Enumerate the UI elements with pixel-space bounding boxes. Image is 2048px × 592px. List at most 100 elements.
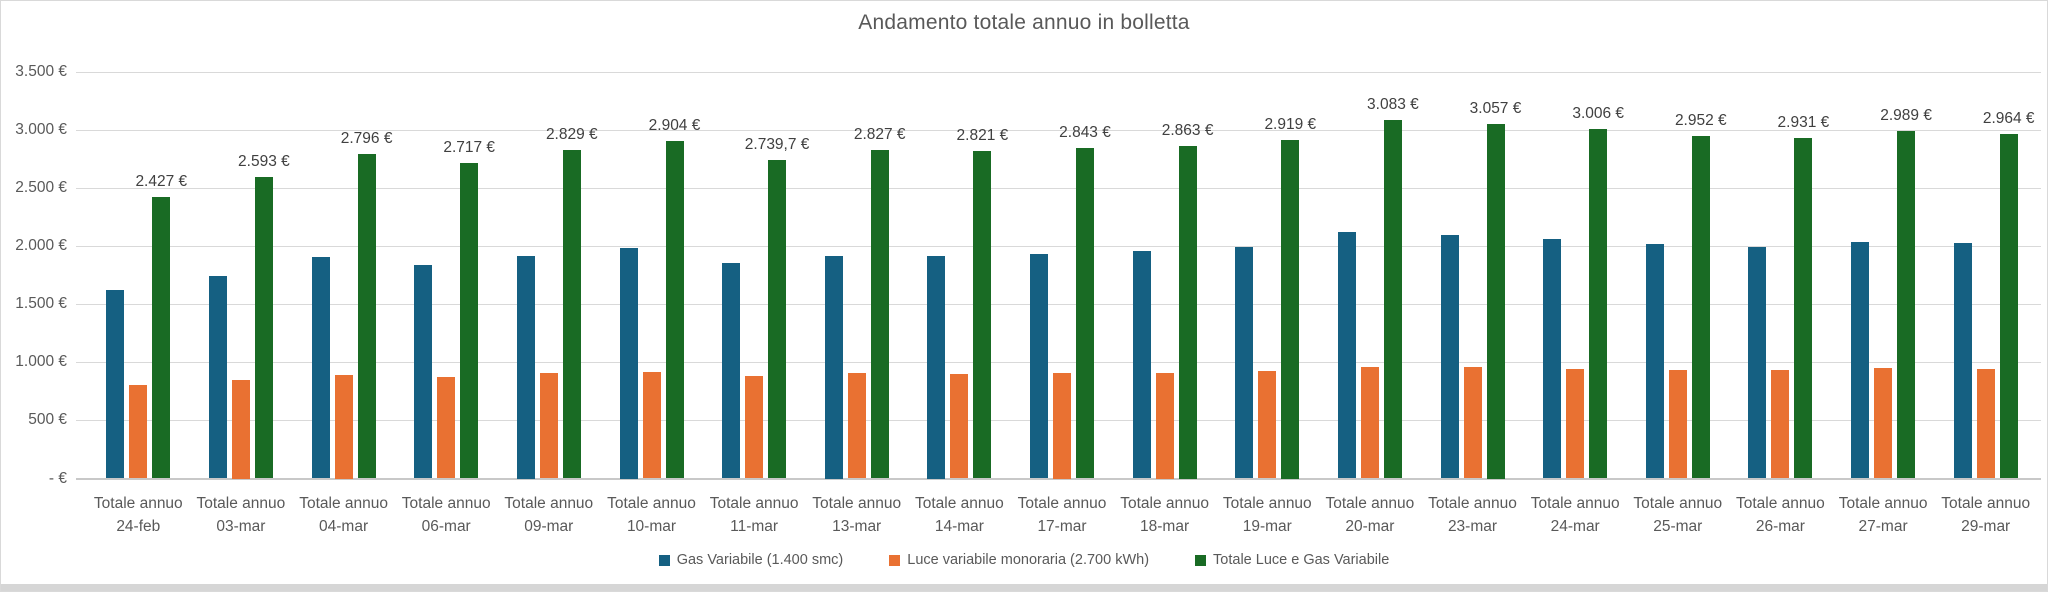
legend-label: Gas Variabile (1.400 smc)	[676, 552, 844, 568]
luce-variabile-monoraria-2-700-kwh-bar	[129, 384, 148, 479]
luce-variabile-monoraria-2-700-kwh-bar	[1053, 372, 1071, 479]
gas-variabile-1-400-smc-legend-swatch-icon	[658, 554, 670, 566]
luce-variabile-monoraria-2-700-kwh-bar	[950, 373, 969, 479]
x-axis-line	[76, 477, 2041, 480]
gas-variabile-1-400-smc-bar	[516, 255, 535, 479]
gas-variabile-1-400-smc-bar	[1030, 254, 1048, 479]
x-axis-tick-label: Totale annuo 09-mar	[494, 492, 604, 538]
totale-luce-e-gas-variabile-bar	[1897, 131, 1916, 479]
x-axis-tick-line1: Totale annuo	[607, 495, 696, 512]
chart-legend: Gas Variabile (1.400 smc) Luce variabile …	[1, 552, 2047, 568]
gas-variabile-1-400-smc-bar	[619, 248, 638, 479]
legend-item-luce-variabile-monoraria-2-700-kwh: Luce variabile monoraria (2.700 kWh)	[889, 552, 1149, 568]
x-axis-tick-line2: 26-mar	[1755, 518, 1805, 535]
gas-variabile-1-400-smc-bar	[414, 264, 433, 479]
gas-variabile-1-400-smc-bar	[106, 290, 125, 479]
x-axis-tick-line1: Totale annuo	[1120, 495, 1209, 512]
x-axis-tick-line1: Totale annuo	[1325, 495, 1415, 512]
x-axis-tick-label: Totale annuo 13-mar	[802, 492, 912, 538]
gas-variabile-1-400-smc-bar	[1953, 243, 1972, 479]
y-axis-tick-label: 2.500 €	[15, 179, 67, 197]
x-axis-tick-label: Totale annuo 11-mar	[699, 492, 809, 538]
y-axis-tick-label: 3.000 €	[15, 121, 67, 139]
x-axis-tick-line1: Totale annuo	[1736, 495, 1825, 512]
luce-variabile-monoraria-2-700-kwh-bar	[1668, 370, 1687, 479]
gas-variabile-1-400-smc-bar	[1132, 251, 1151, 479]
x-axis-tick-line2: 10-mar	[626, 518, 677, 535]
gas-variabile-1-400-smc-bar	[927, 255, 946, 479]
totale-luce-e-gas-variabile-bar	[1691, 135, 1710, 479]
luce-variabile-monoraria-2-700-kwh-bar	[1360, 366, 1379, 479]
totale-luce-e-gas-variabile-bar	[152, 196, 171, 479]
x-axis-tick-label: Totale annuo 18-mar	[1110, 492, 1220, 538]
y-gridline	[76, 362, 2041, 364]
x-axis-tick-label: Totale annuo 26-mar	[1725, 492, 1835, 538]
totale-luce-e-gas-variabile-bar	[1383, 120, 1402, 479]
x-axis-tick-line1: Totale annuo	[196, 495, 286, 512]
luce-variabile-monoraria-2-700-kwh-bar	[1771, 369, 1790, 479]
totale-luce-e-gas-variabile-bar	[870, 150, 889, 479]
y-gridline	[76, 72, 2041, 73]
bottom-window-strip	[1, 584, 2047, 591]
total-value-label: 2.964 €	[1982, 110, 2035, 128]
x-axis-tick-line1: Totale annuo	[915, 495, 1004, 512]
total-value-label: 3.006 €	[1572, 105, 1625, 123]
y-axis-tick-label: 1.000 €	[15, 353, 67, 371]
x-axis-tick-label: Totale annuo 29-mar	[1931, 492, 2041, 538]
totale-luce-e-gas-variabile-bar	[1178, 146, 1197, 479]
y-axis-tick-label: 3.500 €	[15, 63, 67, 80]
x-axis-tick-label: Totale annuo 27-mar	[1828, 492, 1938, 538]
luce-variabile-monoraria-2-700-kwh-bar	[642, 371, 661, 479]
x-axis-tick-line1: Totale annuo	[1633, 495, 1723, 512]
x-axis-tick-line2: 13-mar	[832, 518, 882, 535]
gas-variabile-1-400-smc-bar	[311, 257, 330, 479]
x-axis-tick-line1: Totale annuo	[504, 495, 594, 512]
gas-variabile-1-400-smc-bar	[208, 275, 227, 479]
x-axis-tick-line2: 11-mar	[730, 518, 779, 535]
x-axis-tick-line1: Totale annuo	[1941, 495, 2031, 512]
x-axis-tick-line2: 18-mar	[1140, 518, 1190, 535]
total-value-label: 2.796 €	[340, 129, 393, 147]
total-value-label: 2.863 €	[1161, 122, 1214, 139]
gas-variabile-1-400-smc-bar	[824, 255, 843, 479]
y-axis-tick-label: 2.000 €	[15, 237, 67, 255]
luce-variabile-monoraria-2-700-kwh-bar	[1976, 369, 1995, 479]
x-axis-tick-line1: Totale annuo	[1428, 495, 1517, 512]
x-axis-tick-line2: 24-feb	[116, 518, 161, 535]
luce-variabile-monoraria-2-700-kwh-bar	[847, 373, 866, 479]
totale-luce-e-gas-variabile-bar	[665, 141, 684, 479]
total-value-label: 3.083 €	[1367, 96, 1419, 114]
totale-luce-e-gas-variabile-bar	[1281, 139, 1300, 479]
gas-variabile-1-400-smc-bar	[1235, 247, 1254, 479]
totale-luce-e-gas-variabile-bar	[1999, 134, 2018, 479]
x-axis-tick-line2: 23-mar	[1447, 518, 1498, 535]
x-axis-tick-line2: 20-mar	[1345, 518, 1395, 535]
luce-variabile-monoraria-2-700-kwh-bar	[1155, 373, 1174, 479]
total-value-label: 2.904 €	[648, 117, 701, 135]
total-value-label: 2.427 €	[135, 172, 188, 190]
x-axis-tick-label: Totale annuo 24-feb	[83, 492, 193, 538]
total-value-label: 3.057 €	[1469, 99, 1522, 117]
legend-item-totale-luce-e-gas-variabile: Totale Luce e Gas Variabile	[1195, 552, 1389, 568]
luce-variabile-monoraria-2-700-kwh-bar	[539, 372, 558, 479]
total-value-label: 2.843 €	[1059, 124, 1111, 142]
luce-variabile-monoraria-2-700-kwh-bar	[231, 380, 250, 479]
y-axis-tick-label: - €	[48, 469, 67, 487]
y-gridline	[76, 246, 2041, 248]
gas-variabile-1-400-smc-bar	[1645, 243, 1664, 479]
total-value-label: 2.827 €	[853, 126, 906, 144]
totale-luce-e-gas-variabile-bar	[254, 177, 273, 479]
x-axis-tick-label: Totale annuo 14-mar	[904, 492, 1014, 538]
x-axis-tick-label: Totale annuo 06-mar	[391, 492, 501, 538]
totale-luce-e-gas-variabile-bar	[973, 150, 992, 479]
total-value-label: 2.821 €	[956, 126, 1009, 144]
x-axis-tick-line2: 04-mar	[319, 518, 369, 535]
gas-variabile-1-400-smc-bar	[1543, 239, 1562, 479]
x-axis-tick-line1: Totale annuo	[93, 495, 183, 512]
x-axis-tick-label: Totale annuo 17-mar	[1007, 492, 1117, 538]
x-axis-tick-line1: Totale annuo	[1530, 495, 1620, 512]
gas-variabile-1-400-smc-bar	[1337, 232, 1356, 479]
x-axis-tick-line1: Totale annuo	[299, 495, 388, 512]
x-axis-tick-line1: Totale annuo	[812, 495, 902, 512]
